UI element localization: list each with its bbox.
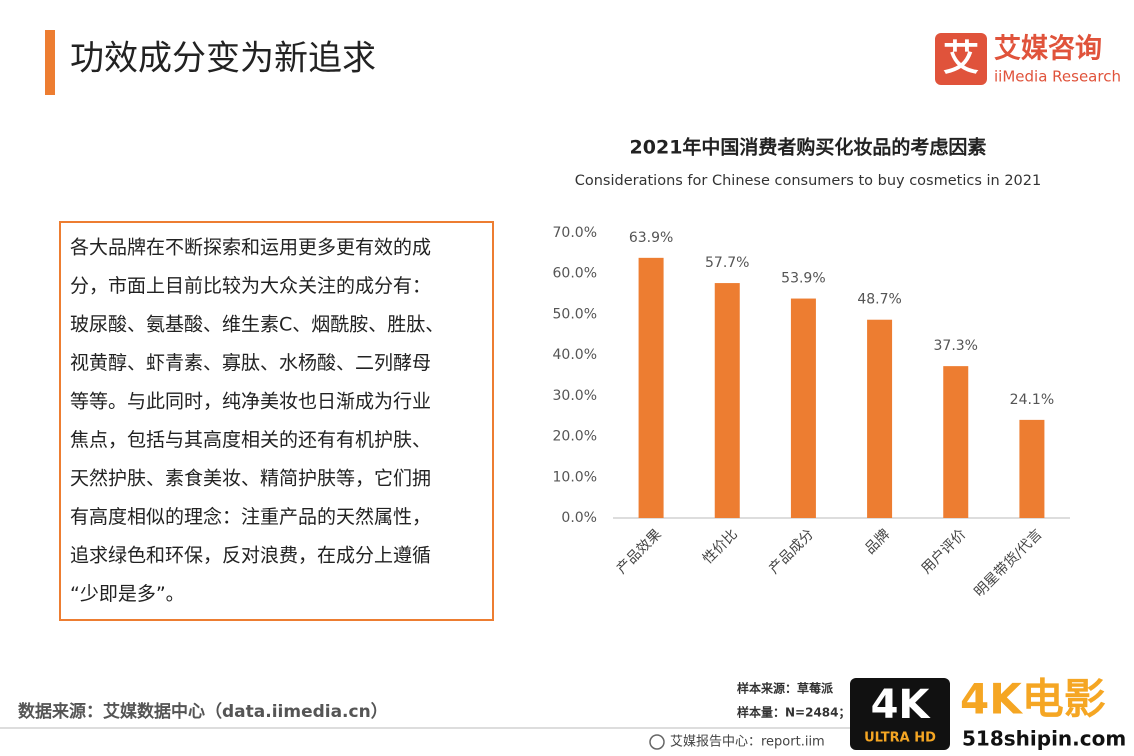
text-box <box>59 221 494 621</box>
text-line: 分，市面上目前比较为大众关注的成分有： <box>70 275 431 297</box>
x-tick-label: 明星带货/代言 <box>971 526 1046 601</box>
x-tick-label: 产品效果 <box>614 526 665 577</box>
value-label: 53.9% <box>781 271 825 287</box>
y-tick-label: 0.0% <box>561 510 597 526</box>
logo-mark: 艾 <box>943 38 979 79</box>
watermark-site: 518shipin.com <box>962 727 1126 751</box>
sample-size: 样本量：N=2484； <box>737 705 851 720</box>
x-tick-label: 性价比 <box>700 526 741 567</box>
text-line: 玻尿酸、氨基酸、维生素C、烟酰胺、胜肽、 <box>70 314 444 336</box>
logo-sub: iiMedia Research <box>994 68 1121 86</box>
value-label: 63.9% <box>629 230 673 246</box>
globe-icon <box>649 734 665 750</box>
text-line: 焦点，包括与其高度相关的还有有机护肤、 <box>70 429 431 451</box>
y-tick-label: 50.0% <box>553 306 597 322</box>
x-tick-label: 产品成分 <box>766 526 817 577</box>
x-tick-label: 用户评价 <box>918 526 970 578</box>
text-line: 追求绿色和环保，反对浪费，在成分上遵循 <box>70 545 431 567</box>
value-label: 57.7% <box>705 255 749 271</box>
value-label: 24.1% <box>1010 392 1054 408</box>
text-line: 天然护肤、素食美妆、精简护肤等，它们拥 <box>70 468 431 490</box>
watermark-brand: 4K电影 <box>960 675 1106 724</box>
text-line: 视黄醇、虾青素、寡肽、水杨酸、二列酵母 <box>70 352 431 374</box>
report-center: 艾媒报告中心：report.iim <box>670 735 825 750</box>
y-tick-label: 30.0% <box>553 388 597 404</box>
watermark-badge <box>850 678 950 750</box>
y-tick-label: 40.0% <box>553 347 597 363</box>
title-accent <box>45 30 55 95</box>
watermark-badge-text: 4K <box>871 682 932 728</box>
logo-box <box>935 33 987 85</box>
y-tick-label: 10.0% <box>553 469 597 485</box>
bar <box>867 319 893 518</box>
chart-subtitle: Considerations for Chinese consumers to … <box>575 173 1042 189</box>
x-tick-label: 品牌 <box>861 526 893 558</box>
value-label: 37.3% <box>934 338 978 354</box>
bar <box>790 298 816 518</box>
bar <box>714 283 740 518</box>
y-tick-label: 60.0% <box>553 266 597 282</box>
y-tick-label: 70.0% <box>553 225 597 241</box>
slide-title: 功效成分变为新追求 <box>70 39 376 79</box>
logo-name: 艾媒咨询 <box>994 33 1102 65</box>
text-line: 等等。与此同时，纯净美妆也日渐成为行业 <box>70 391 431 413</box>
chart-title: 2021年中国消费者购买化妆品的考虑因素 <box>630 136 987 159</box>
text-line: “少即是多”。 <box>70 583 185 605</box>
bar <box>943 366 969 518</box>
sample-source: 样本来源：草莓派 <box>737 681 834 696</box>
watermark-badge-sub: ULTRA HD <box>864 731 936 746</box>
text-line: 有高度相似的理念：注重产品的天然属性， <box>70 505 431 528</box>
chart: 0.0% 10.0% 20.0% 30.0% 40.0% 50.0% 60.0% 70.0% 6… <box>553 225 1070 600</box>
bar <box>1019 419 1045 518</box>
footer-source: 数据来源：艾媒数据中心（data.iimedia.cn） <box>18 701 388 722</box>
value-label: 48.7% <box>857 292 901 308</box>
bar <box>638 257 664 518</box>
y-tick-label: 20.0% <box>553 429 597 445</box>
text-line: 各大品牌在不断探索和运用更多更有效的成 <box>70 237 431 259</box>
